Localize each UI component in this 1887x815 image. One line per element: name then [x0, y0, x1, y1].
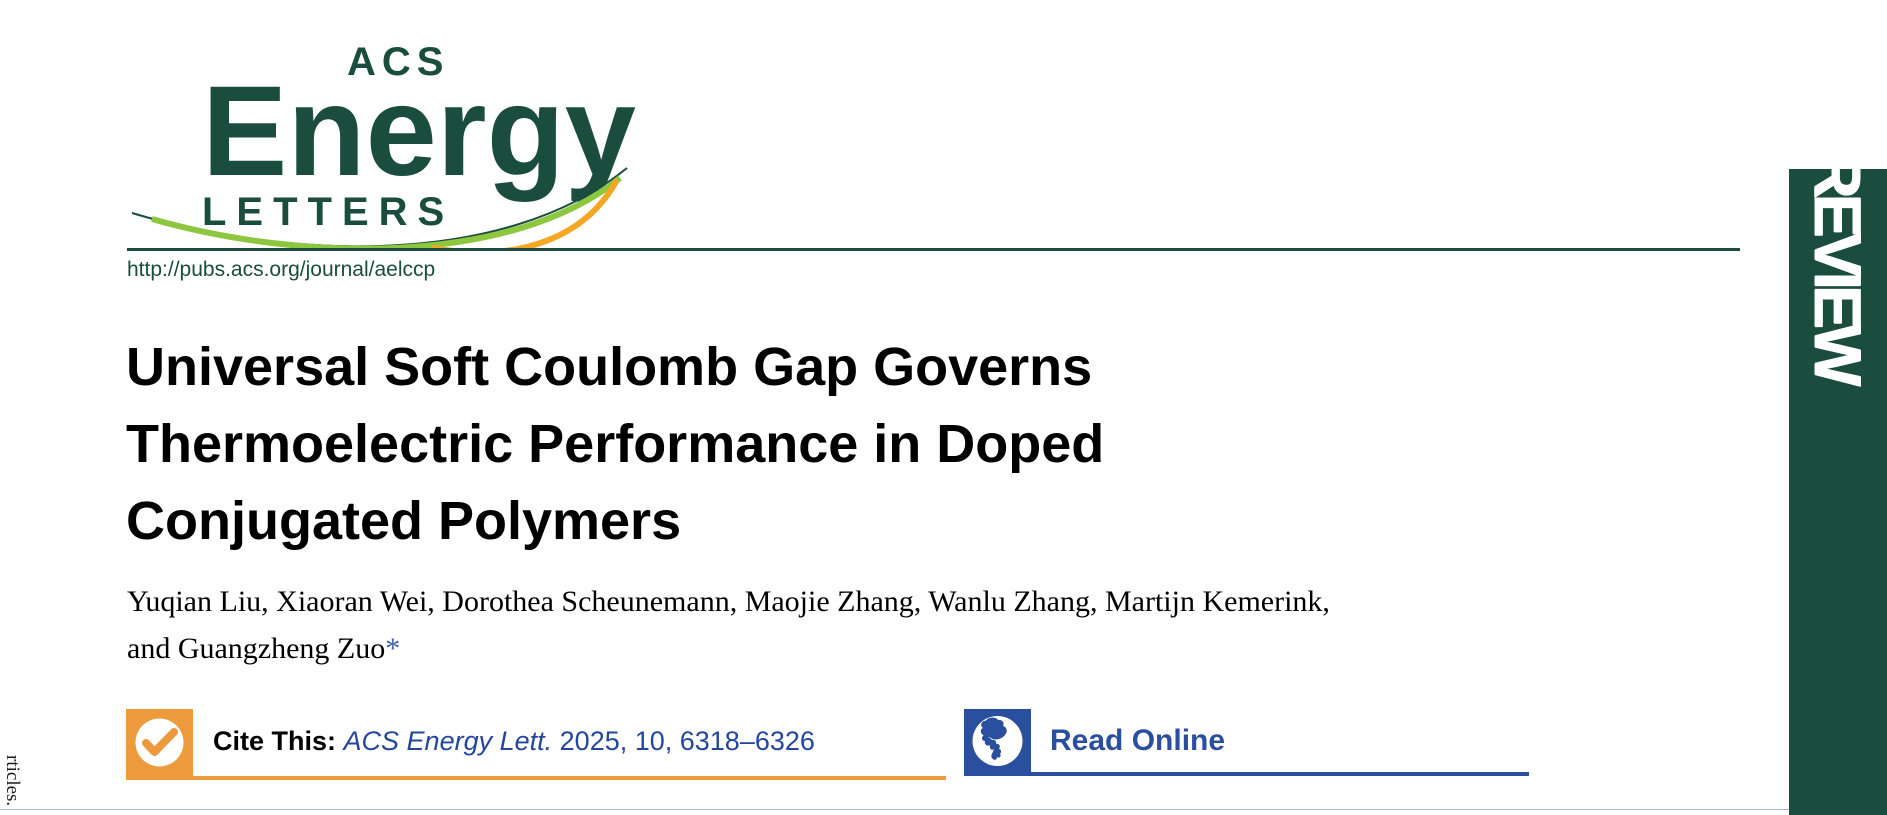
- svg-text:LETTERS: LETTERS: [202, 190, 454, 234]
- svg-text:Energy: Energy: [202, 60, 636, 203]
